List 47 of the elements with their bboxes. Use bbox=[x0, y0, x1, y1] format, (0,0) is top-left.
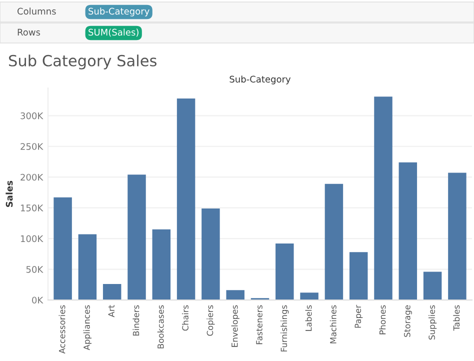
bar bbox=[226, 290, 244, 300]
text: Rows bbox=[18, 28, 40, 36]
y-axis-title: Sales bbox=[6, 180, 13, 207]
bar bbox=[102, 284, 122, 300]
x-tick-label: Chairs bbox=[182, 305, 188, 331]
bar bbox=[276, 243, 294, 300]
x-tick-label: Tables bbox=[453, 305, 460, 331]
bar bbox=[78, 234, 97, 300]
x-tick-label: Phones bbox=[379, 305, 386, 334]
x-tick-label: Binders bbox=[132, 305, 140, 336]
y-tick-label: 0K bbox=[32, 296, 44, 304]
text: Sub-Category bbox=[88, 8, 150, 16]
bar bbox=[448, 172, 466, 300]
bar bbox=[128, 174, 146, 300]
bar bbox=[324, 184, 344, 300]
x-tick-label: Envelopes bbox=[231, 305, 240, 347]
y-tick-label: 100K bbox=[20, 235, 44, 242]
x-tick-label: Furnishings bbox=[280, 305, 289, 352]
x-tick-label: Supplies bbox=[428, 305, 437, 340]
x-tick-label: Fasteners bbox=[256, 305, 262, 344]
y-tick-label: 300K bbox=[20, 112, 44, 120]
y-tick-label: 50K bbox=[26, 266, 44, 273]
x-tick-label: Copiers bbox=[206, 305, 215, 336]
x-tick-label: Labels bbox=[305, 305, 312, 331]
text: Columns bbox=[18, 8, 56, 15]
bar bbox=[176, 98, 196, 300]
x-axis-title: Sub-Category bbox=[230, 76, 291, 84]
bar bbox=[349, 252, 368, 300]
x-tick-label: Machines bbox=[330, 305, 336, 344]
x-tick-label: Storage bbox=[404, 305, 412, 337]
bar bbox=[202, 208, 220, 300]
x-tick-label: Bookcases bbox=[157, 305, 164, 348]
bar bbox=[54, 197, 72, 300]
bar bbox=[423, 272, 442, 300]
x-tick-label: Art bbox=[108, 305, 114, 318]
bar bbox=[300, 292, 318, 300]
bar bbox=[398, 162, 418, 300]
x-tick-label: Accessories bbox=[58, 305, 66, 354]
y-tick-label: 200K bbox=[20, 174, 44, 181]
y-tick-label: 250K bbox=[20, 143, 44, 150]
x-tick-label: Appliances bbox=[83, 305, 92, 350]
bar bbox=[152, 229, 171, 300]
bar bbox=[374, 96, 392, 300]
y-tick-label: 150K bbox=[20, 204, 44, 212]
chart-title: Sub Category Sales bbox=[9, 54, 156, 70]
text: SUM(Sales) bbox=[88, 28, 138, 37]
x-tick-label: Paper bbox=[354, 304, 363, 328]
